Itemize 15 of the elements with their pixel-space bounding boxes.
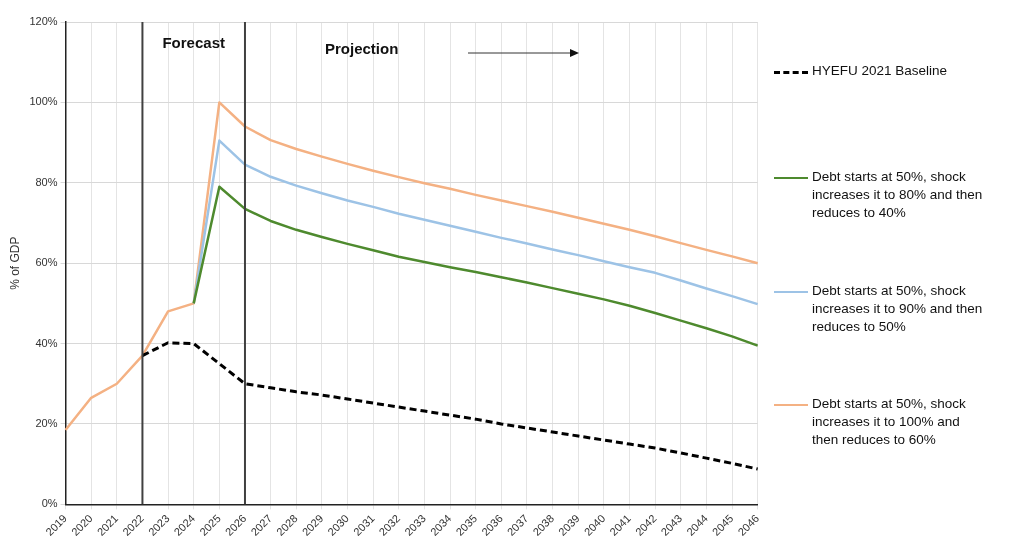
legend-label: Debt starts at 50%, shock increases it to 100% and then reduces to 60% xyxy=(812,395,967,449)
annotation: Projection xyxy=(324,40,399,58)
y-tick-label: 60% xyxy=(35,256,58,269)
line-series xyxy=(140,341,760,471)
y-axis-title: % of GDP xyxy=(7,236,22,290)
legend-label: HYEFU 2021 Baseline xyxy=(812,62,949,80)
legend-label: Debt starts at 50%, shock increases it to 90% and then reduces to 50% xyxy=(812,282,984,336)
y-tick-label: 20% xyxy=(35,417,58,429)
y-tick-label: 40% xyxy=(35,336,58,349)
annotation: Forecast xyxy=(162,34,225,52)
y-tick-label: 100% xyxy=(29,95,58,108)
legend-label: Debt starts at 50%, shock increases it to 80% and then reduces to 40% xyxy=(812,168,984,222)
y-tick-label: 0% xyxy=(41,497,58,510)
y-tick-label: 80% xyxy=(35,175,58,188)
y-tick-label: 120% xyxy=(29,15,58,28)
